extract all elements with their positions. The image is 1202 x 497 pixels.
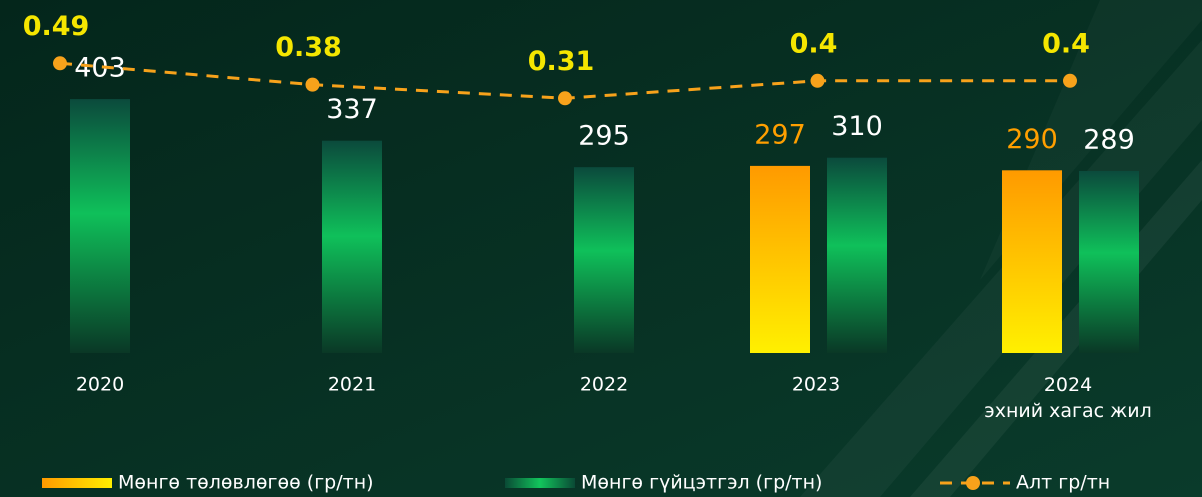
line-point — [558, 91, 572, 106]
bar — [750, 165, 810, 353]
legend-label: Мөнгө төлөвлөгөө (гр/тн) — [118, 472, 374, 494]
legend-swatch — [966, 476, 980, 490]
line-point — [810, 73, 825, 88]
value-label: 0.49 — [23, 11, 90, 42]
x-tick-label: 2024 эхний хагас жил — [984, 374, 1151, 422]
value-label: 310 — [831, 111, 883, 142]
value-label: 297 — [754, 119, 806, 150]
legend-label: Алт гр/тн — [1016, 472, 1110, 494]
value-label: 0.31 — [528, 46, 595, 77]
line-point — [305, 77, 320, 92]
x-tick-label: 2022 — [580, 374, 628, 396]
line-point — [1063, 73, 1077, 88]
stripe — [800, 40, 1202, 497]
bar — [1002, 170, 1062, 353]
bar — [574, 167, 634, 353]
legend-swatch — [42, 478, 112, 488]
bar — [827, 157, 887, 353]
x-tick-label: 2023 — [792, 374, 840, 396]
value-label: 403 — [74, 53, 126, 84]
value-label: 0.4 — [790, 28, 838, 59]
x-tick-label: 2020 — [76, 374, 124, 396]
value-label: 289 — [1083, 124, 1135, 155]
value-label: 295 — [578, 121, 630, 152]
bar — [70, 99, 130, 353]
legend-swatch — [505, 478, 575, 488]
line-point — [53, 56, 67, 71]
legend-label: Мөнгө гүйцэтгэл (гр/тн) — [581, 472, 822, 494]
value-label: 0.4 — [1042, 28, 1090, 59]
bar — [1079, 170, 1139, 353]
value-label: 0.38 — [275, 32, 342, 63]
value-label: 337 — [326, 94, 378, 125]
x-tick-label: 2021 — [328, 374, 376, 396]
value-label: 290 — [1006, 124, 1058, 155]
bar — [322, 140, 382, 353]
